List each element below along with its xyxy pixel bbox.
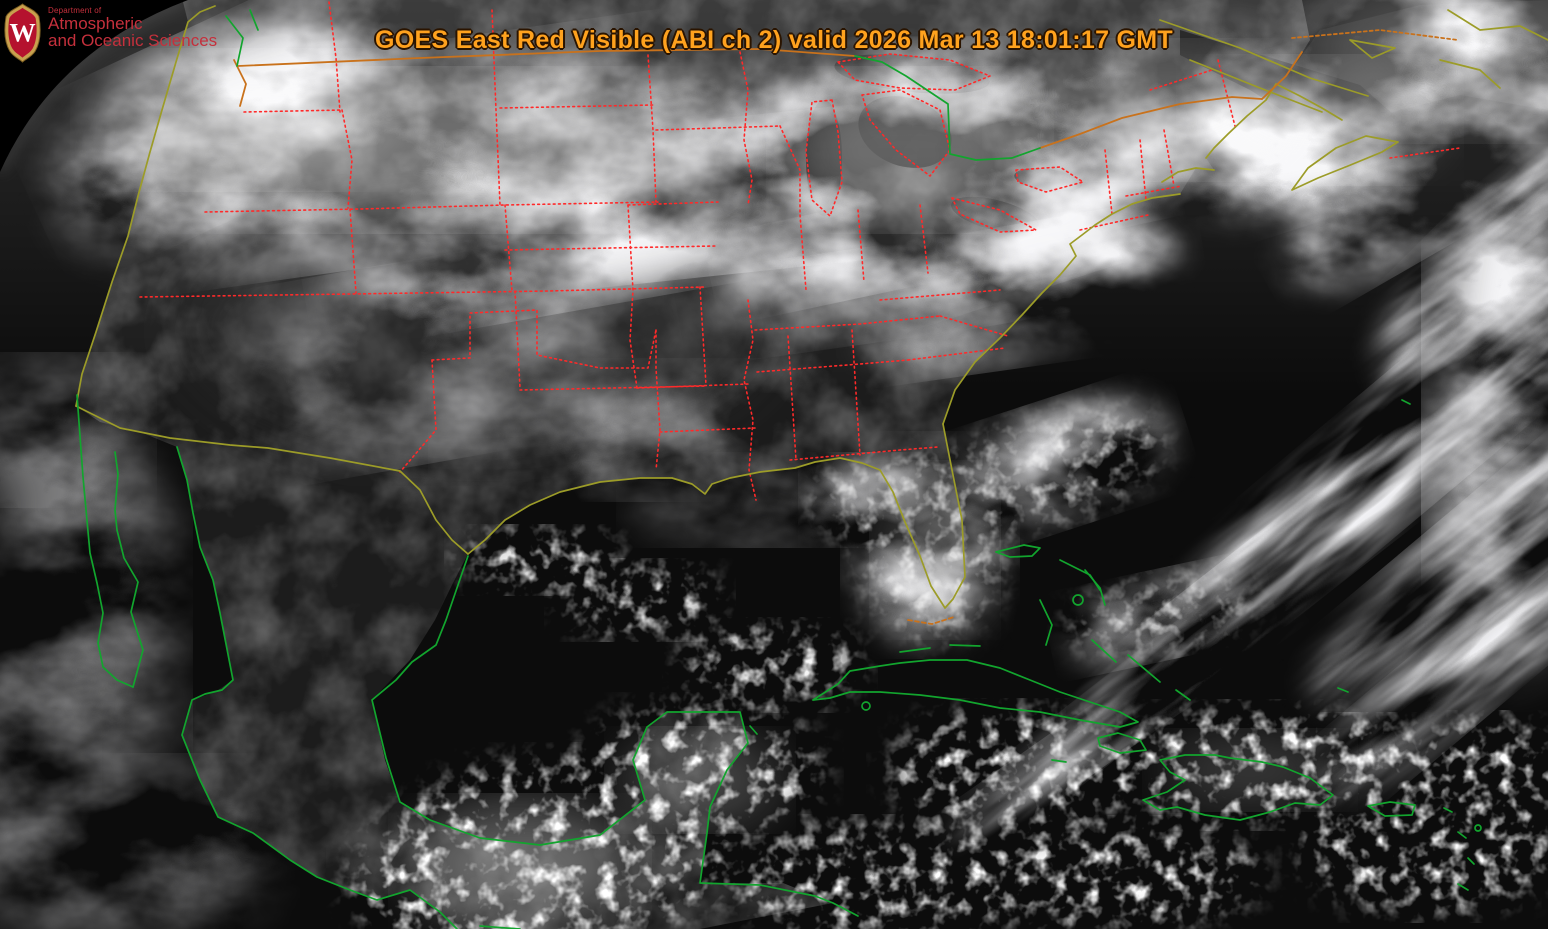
uw-crest-icon: W <box>4 3 41 63</box>
map-overlay <box>75 1 1548 929</box>
uw-aos-logo: W Department of Atmospheric and Oceanic … <box>4 3 217 63</box>
department-of-label: Department of <box>48 6 102 15</box>
space-background <box>0 0 188 172</box>
florida-keys-overlay <box>907 616 955 625</box>
department-line1: Atmospheric <box>48 14 143 34</box>
international-coastline-overlay <box>76 9 1482 929</box>
us-coastline-overlay <box>75 5 1548 609</box>
earth-limb <box>0 0 188 172</box>
department-line2: and Oceanic Sciences <box>48 31 218 51</box>
crest-letter: W <box>9 19 35 48</box>
department-name: Department of Atmospheric and Oceanic Sc… <box>48 3 218 51</box>
state-borders-overlay <box>139 1 1461 501</box>
image-title: GOES East Red Visible (ABI ch 2) valid 2… <box>375 26 1173 54</box>
canada-border-overlay <box>233 29 1459 625</box>
cloud-highlights <box>100 0 1548 925</box>
